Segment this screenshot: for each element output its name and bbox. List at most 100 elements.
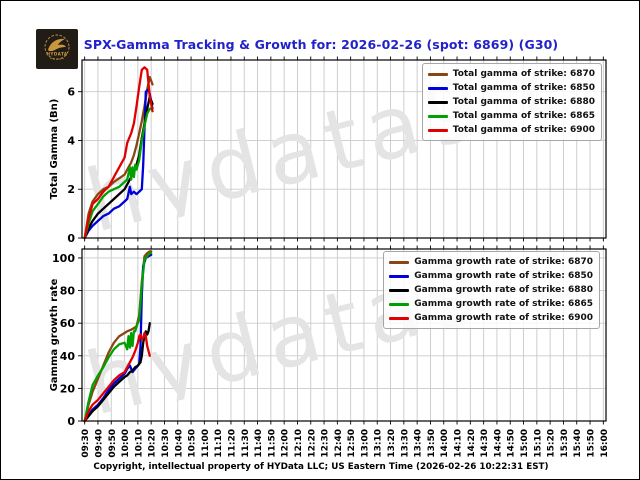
x-tick-label: 13:40 (414, 429, 424, 458)
x-tick-label: 11:40 (254, 429, 264, 458)
legend-item: Gamma growth rate of strike: 6850 (389, 269, 593, 283)
series-line-6865 (83, 107, 154, 240)
series-line-6870 (83, 250, 153, 423)
legend-line-swatch (389, 302, 410, 306)
legend-item: Total gamma of strike: 6865 (427, 109, 595, 123)
y-tick-label: 0 (67, 232, 75, 245)
x-tick-label: 11:50 (267, 429, 277, 458)
series-line-6850 (83, 88, 154, 240)
x-tick-label: 14:00 (440, 429, 450, 458)
x-tick-label: 14:40 (493, 429, 503, 458)
legend-line-swatch (389, 288, 410, 292)
legend-line-swatch (389, 274, 410, 278)
legend-line-swatch (427, 114, 448, 118)
x-tick-label: 13:50 (427, 429, 437, 458)
legend-label: Total gamma of strike: 6870 (452, 69, 595, 79)
legend-line-swatch (427, 72, 448, 76)
legend-item: Gamma growth rate of strike: 6900 (389, 311, 593, 325)
legend-item: Gamma growth rate of strike: 6880 (389, 283, 593, 297)
y-tick-label: 80 (60, 285, 76, 298)
series-line-6900 (83, 331, 151, 423)
legend-item: Total gamma of strike: 6900 (427, 123, 595, 137)
x-tick-label: 15:30 (560, 429, 570, 458)
legend-item: Total gamma of strike: 6870 (427, 67, 595, 81)
x-tick-label: 14:50 (507, 429, 517, 458)
legend-line-swatch (389, 316, 410, 320)
x-tick-label: 10:50 (188, 429, 198, 458)
legend-label: Gamma growth rate of strike: 6870 (414, 257, 593, 267)
x-tick-label: 12:10 (294, 429, 304, 458)
legend-item: Total gamma of strike: 6880 (427, 95, 595, 109)
y-tick-label: 100 (52, 252, 75, 265)
legend-label: Total gamma of strike: 6900 (452, 125, 595, 135)
hydata-logo: HYDATA (36, 29, 78, 69)
legend-label: Gamma growth rate of strike: 6865 (414, 299, 593, 309)
x-tick-label: 13:20 (387, 429, 397, 458)
x-tick-label: 14:10 (454, 429, 464, 458)
x-tick-label: 15:50 (587, 429, 597, 458)
x-tick-label: 10:10 (134, 429, 144, 458)
legend-total-gamma: Total gamma of strike: 6870 Total gamma o… (421, 63, 602, 141)
series-lines (83, 250, 153, 423)
x-tick-label: 12:40 (334, 429, 344, 458)
y-tick-label: 60 (60, 317, 76, 330)
x-tick-label: 15:10 (533, 429, 543, 458)
legend-label: Gamma growth rate of strike: 6900 (414, 313, 593, 323)
legend-line-swatch (427, 128, 448, 132)
x-tick-label: 14:20 (467, 429, 477, 458)
x-tick-label: 13:00 (360, 429, 370, 458)
x-tick-label: 14:30 (480, 429, 490, 458)
x-tick-label: 10:30 (161, 429, 171, 458)
y-tick-label: 2 (67, 183, 75, 196)
x-tick-label: 09:30 (81, 429, 91, 458)
x-tick-label: 15:20 (547, 429, 557, 458)
copyright-footer: Copyright, intellectual property of HYDa… (93, 462, 549, 472)
legend-line-swatch (389, 260, 410, 264)
x-tick-label: 09:50 (108, 429, 118, 458)
x-tick-label: 11:10 (214, 429, 224, 458)
legend-label: Gamma growth rate of strike: 6880 (414, 285, 593, 295)
hydata-logo-graphic: HYDATA (36, 29, 78, 69)
x-tick-label: 15:00 (520, 429, 530, 458)
legend-label: Total gamma of strike: 6850 (452, 83, 595, 93)
tick-marks (78, 245, 604, 425)
legend-label: Gamma growth rate of strike: 6850 (414, 271, 593, 281)
x-tick-label: 12:20 (307, 429, 317, 458)
y-tick-label: 40 (60, 350, 76, 363)
x-tick-label: 10:40 (174, 429, 184, 458)
x-tick-label: 16:00 (600, 429, 610, 458)
y-tick-label: 20 (60, 382, 76, 395)
legend-item: Gamma growth rate of strike: 6870 (389, 255, 593, 269)
x-tick-label: 12:50 (347, 429, 357, 458)
series-line-6900 (83, 66, 154, 240)
legend-item: Total gamma of strike: 6850 (427, 81, 595, 95)
legend-growth-rate: Gamma growth rate of strike: 6870 Gamma g… (383, 251, 600, 329)
y-tick-label: 0 (67, 415, 75, 428)
legend-line-swatch (427, 100, 448, 104)
x-tick-label: 13:10 (374, 429, 384, 458)
y-tick-label: 6 (67, 86, 75, 99)
x-tick-label: 11:30 (241, 429, 251, 458)
series-lines (83, 66, 154, 240)
y-axis-label: Total Gamma (Bn) (49, 99, 60, 200)
series-line-6865 (83, 251, 153, 423)
x-tick-label: 11:00 (201, 429, 211, 458)
plot-border (81, 248, 607, 422)
y-tick-label: 4 (67, 134, 75, 147)
plot-border (81, 59, 607, 239)
x-tick-label: 10:20 (148, 429, 158, 458)
page-title: SPX-Gamma Tracking & Growth for: 2026-02… (83, 37, 559, 52)
x-tick-label: 11:20 (227, 429, 237, 458)
x-tick-label: 15:40 (573, 429, 583, 458)
y-axis-label: Gamma growth rate (49, 278, 60, 391)
legend-line-swatch (427, 86, 448, 90)
x-tick-label: 12:00 (281, 429, 291, 458)
tick-marks (78, 56, 604, 242)
logo-text: HYDATA (46, 52, 67, 57)
legend-item: Gamma growth rate of strike: 6865 (389, 297, 593, 311)
legend-label: Total gamma of strike: 6880 (452, 97, 595, 107)
legend-label: Total gamma of strike: 6865 (452, 111, 595, 121)
bird-icon (48, 38, 66, 52)
x-tick-label: 12:30 (321, 429, 331, 458)
